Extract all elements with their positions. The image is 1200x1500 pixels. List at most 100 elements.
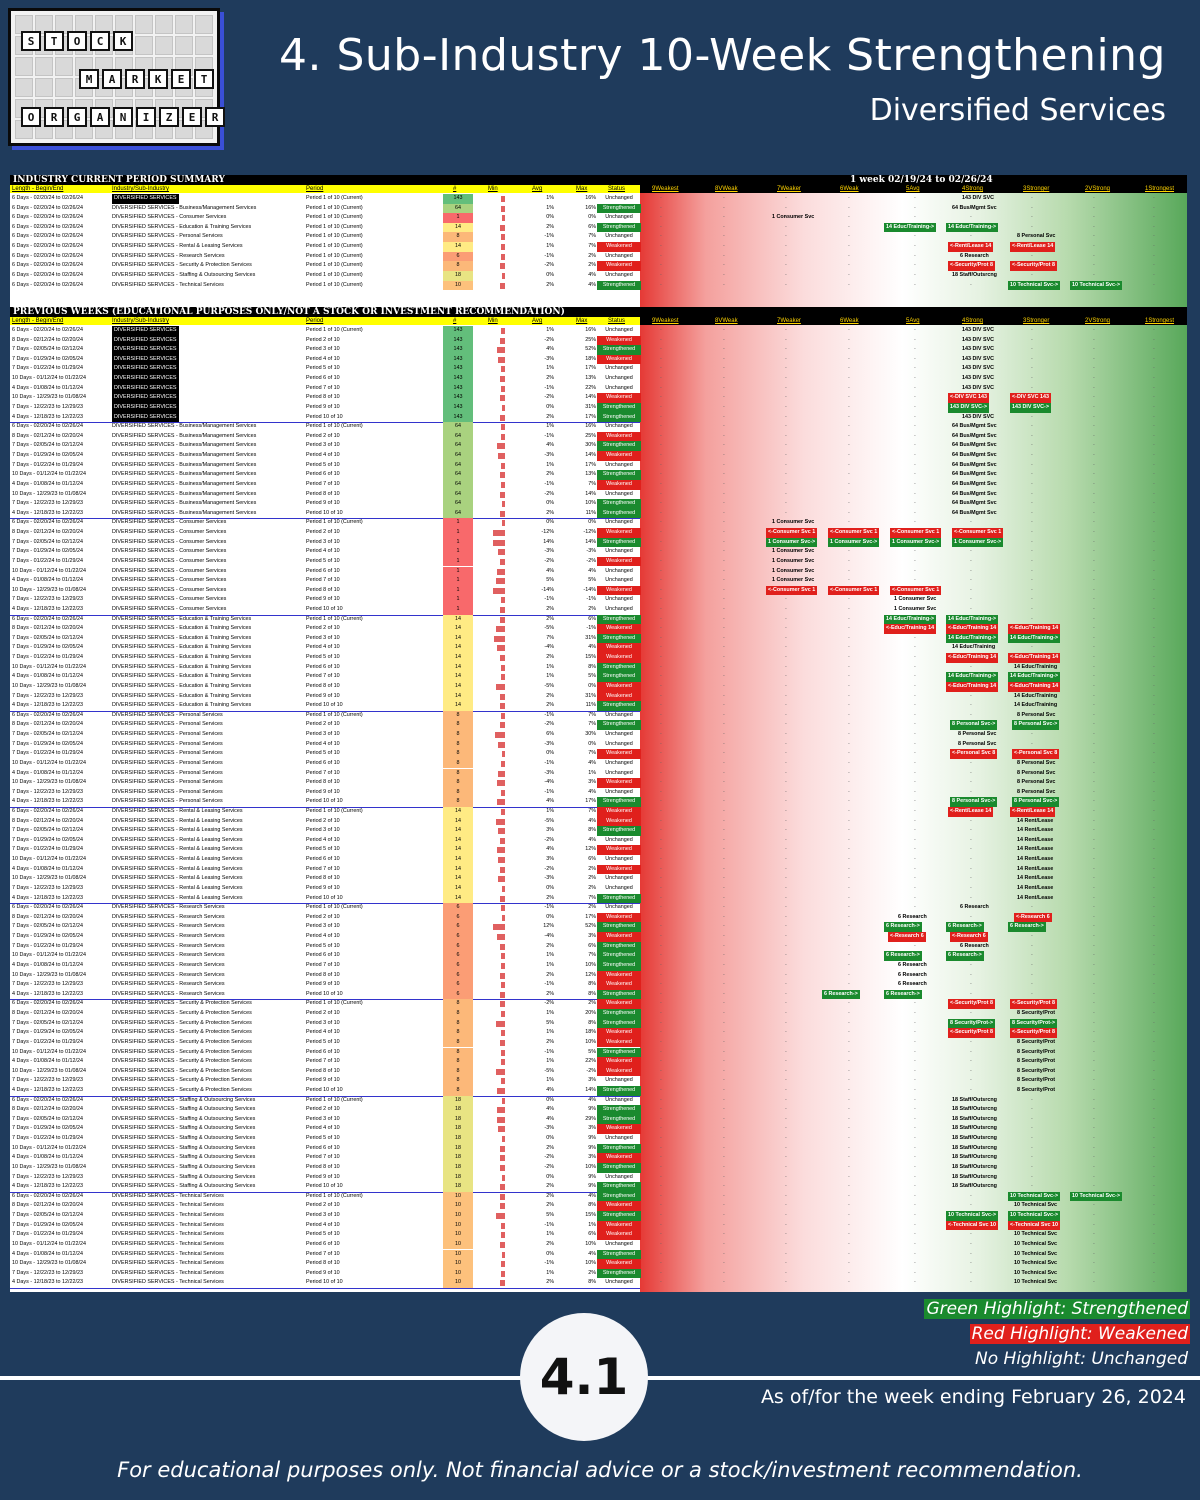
scale-dot: - [1153,759,1155,766]
scale-dot: - [1153,375,1155,382]
scale-dot: - [1153,1125,1155,1132]
scale-dot: - [1153,557,1155,564]
strength-label: <-Consumer Svc 1 [828,585,880,596]
avg-cell: 4% [546,1086,554,1093]
scale-dot: - [914,961,916,968]
length-cell: 10 Days - 01/12/24 to 01/22/24 [12,375,87,382]
table-row: 7 Days - 01/22/24 to 01/29/24 DIVERSIFIED… [10,1230,1187,1240]
scale-dot: - [785,731,787,738]
column-header: Status [608,186,626,192]
length-cell: 4 Days - 12/18/23 to 12/22/23 [12,798,84,805]
status-cell: Unchanged [605,375,633,382]
industry-cell: DIVERSIFIED SERVICES - Education & Train… [112,663,252,670]
period-cell: Period 9 of 10 [306,692,340,699]
length-cell: 6 Days - 02/20/24 to 02/26/24 [12,262,84,269]
strength-label: 8 Personal Svc [1017,233,1056,240]
max-cell: -12% [583,529,596,536]
min-bar [499,1184,505,1191]
count-cell: 10 [443,1201,473,1211]
period-cell: Period 6 of 10 [306,759,340,766]
industry-cell: DIVERSIFIED SERVICES - Personal Services [112,769,223,776]
industry-cell: DIVERSIFIED SERVICES - Personal Services [112,750,223,757]
scale-dot: - [1093,875,1095,882]
strength-label: 14 Educ/Training [1014,692,1058,699]
industry-cell: DIVERSIFIED SERVICES - Business/Manageme… [112,432,257,439]
scale-dot: - [1153,1240,1155,1247]
scale-dot: - [785,557,787,564]
scale-cells: ---------10 Technical Svc->10 Technical … [640,280,1187,291]
scale-dot: - [970,884,972,891]
industry-cell: DIVERSIFIED SERVICES - Business/Manageme… [112,480,257,487]
strength-label: 14 Rent/Lease [1017,846,1054,853]
scale-dot: - [848,942,850,949]
scale-dot: - [848,846,850,853]
scale-dot: - [1093,384,1095,391]
industry-cell: DIVERSIFIED SERVICES - Business/Manageme… [112,471,257,478]
scale-dot: - [914,798,916,805]
column-header: Max [576,318,588,324]
count-cell: 143 [443,364,473,375]
strength-label: 143 DIV SVC [962,346,995,353]
scale-dot: - [1153,252,1155,259]
scale-dot: - [914,865,916,872]
scale-dot: - [660,262,662,269]
scale-dot: - [1093,1029,1095,1036]
strength-label: <-Security/Prot 8 [1010,999,1057,1009]
count-cell: 143 [443,412,473,423]
scale-dot: - [970,1086,972,1093]
industry-cell: DIVERSIFIED SERVICES - Consumer Services [112,596,227,603]
industry-cell: DIVERSIFIED SERVICES - Security & Protec… [112,1048,252,1055]
avg-cell: 1% [546,423,554,430]
industry-cell: DIVERSIFIED SERVICES - Personal Services [112,798,223,805]
column-header-row: Length - Begin/End Industry/Sub-Industry P… [10,185,640,193]
count-cell: 14 [443,624,473,634]
strength-label: 6 Research-> [946,922,984,933]
status-cell: Strengthened [597,499,641,509]
scale-cells: ---------8 Personal Svc [640,769,1187,779]
status-cell: Unchanged [605,856,633,863]
scale-dot: - [785,1077,787,1084]
scale-dot: - [848,759,850,766]
strength-label: 18 Staff/Outsrcng [952,1144,997,1151]
scale-dot: - [1093,981,1095,988]
table-row: 7 Days - 12/22/23 to 12/29/23 DIVERSIFIED… [10,787,1187,798]
max-cell: 4% [588,281,596,288]
scale-dot: - [723,214,725,221]
scale-cells: - - - - - - - - -143 DIV SVC [640,374,1187,384]
status-cell: Unchanged [605,233,633,240]
industry-cell: DIVERSIFIED SERVICES - Security & Protec… [112,1067,252,1074]
scale-dot: - [970,1240,972,1247]
scale-cells: - - - - - - - - -18 Staff/Outsrcng [640,1134,1187,1144]
table-row: 7 Days - 02/05/24 to 02/12/24 DIVERSIFIED… [10,730,1187,740]
scale-dot: - [1093,961,1095,968]
scale-dot: - [848,1154,850,1161]
avg-cell: 1% [546,1010,554,1017]
table-row: 7 Days - 02/05/24 to 02/12/24 DIVERSIFIED… [10,1211,1187,1221]
count-cell: 6 [443,941,473,952]
scale-dot: - [723,654,725,661]
scale-dot: - [1093,375,1095,382]
scale-dot: - [914,846,916,853]
scale-dot: - [660,1029,662,1036]
scale-dot: - [970,346,972,353]
scale-dot: - [970,856,972,863]
count-cell: 18 [443,1134,473,1144]
scale-header: 7Weaker [777,318,801,324]
column-header: Length - Begin/End [12,186,64,192]
scale-dot: - [785,243,787,250]
scale-dot: - [1153,1029,1155,1036]
count-cell: 64 [443,499,473,509]
scale-dot: - [914,384,916,391]
scale-dot: - [723,195,725,201]
scale-dot: - [1153,692,1155,699]
scale-dot: - [1093,1038,1095,1045]
status-cell: Unchanged [605,577,633,584]
scale-dot: - [660,1048,662,1055]
status-cell: Unchanged [605,327,633,333]
logo-cell [135,15,153,34]
scale-dot: - [1093,673,1095,680]
scale-dot: - [970,1202,972,1209]
scale-dot: - [1031,865,1033,872]
scale-dot: - [785,1038,787,1045]
scale-dot: - [723,480,725,487]
